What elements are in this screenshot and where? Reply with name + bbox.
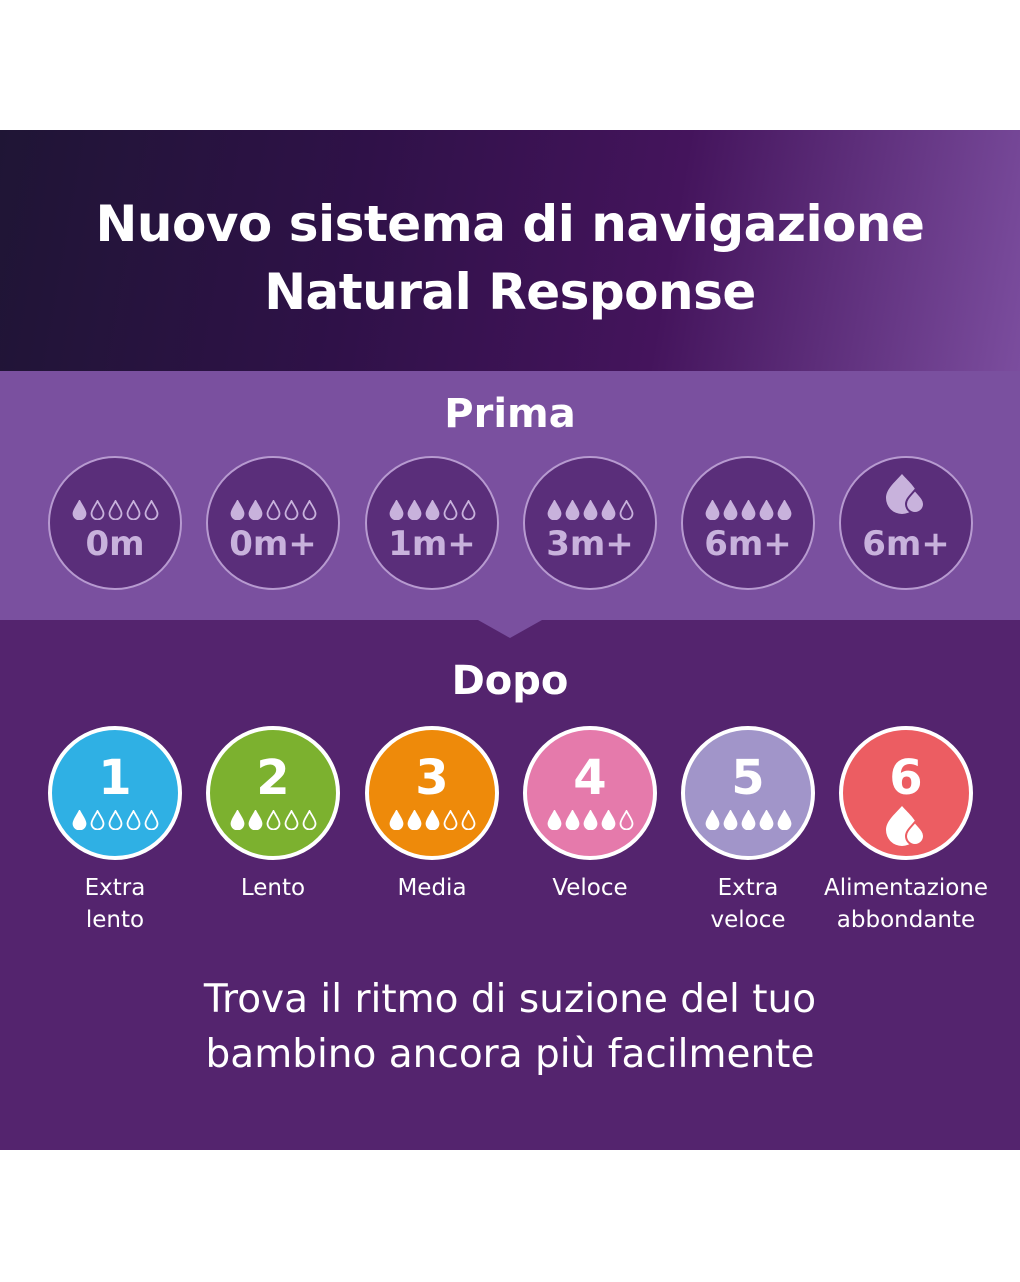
age-label: 6m+ [704, 524, 792, 564]
arrow-down-icon [478, 620, 542, 638]
age-label: 3m+ [546, 524, 634, 564]
flow-number: 4 [573, 750, 607, 806]
flow-number: 6 [889, 750, 923, 806]
prima-title: Prima [444, 391, 576, 437]
header-banner: Nuovo sistema di navigazione Natural Resp… [0, 130, 1020, 371]
age-label: 0m+ [229, 524, 317, 564]
dopo-flow-circle: 5 [681, 726, 815, 860]
dopo-flow-circle: 2 [206, 726, 340, 860]
dopo-title: Dopo [451, 658, 569, 704]
prima-flow-circle: 6m+ [681, 456, 815, 590]
page-title: Nuovo sistema di navigazione Natural Resp… [95, 195, 925, 321]
flow-number: 1 [98, 750, 132, 806]
dopo-flow-circle: 1 [48, 726, 182, 860]
drops-icon [50, 500, 180, 520]
dopo-flow-circle: 3 [365, 726, 499, 860]
drops-icon [369, 810, 495, 830]
tagline: Trova il ritmo di suzione del tuo bambino… [203, 977, 817, 1077]
drops-icon [52, 810, 178, 830]
dopo-section: Dopo 1 Extra lento 2 Lento 3 Media 4 Veloce 5 Extr… [0, 620, 1020, 1150]
prima-flow-circle: 1m+ [365, 456, 499, 590]
flow-caption: Lento [240, 875, 306, 901]
prima-section: Prima 0m 0m+ 1m+ 3m+ 6m+ 6m+ [0, 371, 1020, 620]
age-label: 0m [85, 524, 145, 564]
flow-number: 3 [415, 750, 449, 806]
dopo-flow-circle: 4 [523, 726, 657, 860]
flow-number: 2 [256, 750, 290, 806]
flow-number: 5 [731, 750, 765, 806]
drops-icon [208, 500, 338, 520]
double-drop-icon [841, 472, 971, 516]
double-drop-icon [843, 804, 969, 848]
age-label: 6m+ [862, 524, 950, 564]
prima-flow-circle: 0m [48, 456, 182, 590]
prima-flow-circle: 0m+ [206, 456, 340, 590]
dopo-flow-circle: 6 [839, 726, 973, 860]
flow-caption: Veloce [552, 875, 628, 901]
prima-flow-circle: 6m+ [839, 456, 973, 590]
drops-icon [685, 810, 811, 830]
prima-flow-circle: 3m+ [523, 456, 657, 590]
flow-caption: Alimentazione abbondante [823, 875, 989, 933]
flow-caption: Media [397, 875, 467, 901]
drops-icon [683, 500, 813, 520]
drops-icon [525, 500, 655, 520]
flow-caption: Extra veloce [710, 875, 786, 933]
drops-icon [527, 810, 653, 830]
drops-icon [367, 500, 497, 520]
age-label: 1m+ [388, 524, 476, 564]
flow-caption: Extra lento [84, 875, 146, 933]
drops-icon [210, 810, 336, 830]
